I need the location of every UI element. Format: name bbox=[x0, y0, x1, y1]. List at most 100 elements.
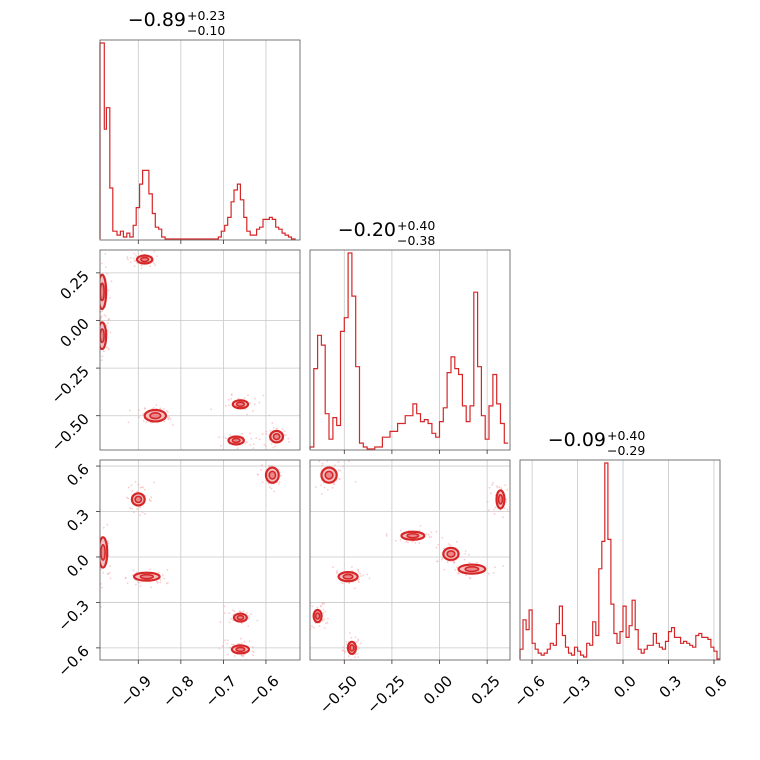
sample-point bbox=[486, 500, 489, 503]
sample-point bbox=[357, 656, 359, 658]
sample-point bbox=[500, 487, 503, 490]
sample-point bbox=[224, 437, 227, 440]
sample-point bbox=[491, 483, 493, 486]
sample-point bbox=[102, 571, 104, 574]
sample-point bbox=[357, 571, 360, 573]
sample-point bbox=[169, 418, 172, 421]
sample-point bbox=[476, 561, 478, 564]
sample-point bbox=[166, 569, 169, 571]
sample-point bbox=[334, 464, 336, 466]
sample-point bbox=[135, 255, 137, 257]
sample-point bbox=[227, 639, 229, 642]
sample-point bbox=[137, 252, 139, 255]
sample-point bbox=[454, 569, 457, 571]
sample-point bbox=[287, 437, 290, 440]
sample-point bbox=[385, 535, 388, 537]
sample-point bbox=[506, 488, 509, 491]
sample-point bbox=[261, 481, 264, 484]
sample-point bbox=[219, 621, 222, 623]
sample-point bbox=[100, 316, 102, 319]
sample-point bbox=[167, 582, 169, 584]
sample-point bbox=[244, 442, 247, 445]
sample-point bbox=[250, 437, 253, 440]
sample-point bbox=[141, 486, 143, 488]
sample-point bbox=[154, 264, 157, 267]
sample-point bbox=[129, 409, 131, 412]
sample-point bbox=[136, 508, 138, 510]
sample-point bbox=[172, 424, 174, 426]
contour-inner bbox=[235, 646, 246, 653]
sample-point bbox=[229, 646, 232, 649]
sample-point bbox=[437, 543, 440, 546]
sample-point bbox=[356, 648, 359, 651]
sample-point bbox=[435, 530, 438, 533]
sample-point bbox=[267, 482, 270, 485]
sample-point bbox=[353, 587, 356, 590]
sample-point bbox=[233, 643, 235, 646]
sample-point bbox=[250, 613, 253, 616]
sample-point bbox=[443, 547, 445, 550]
density-cluster bbox=[218, 637, 255, 660]
sample-point bbox=[101, 355, 104, 358]
sample-point bbox=[323, 486, 326, 489]
sample-point bbox=[273, 490, 276, 493]
sample-point bbox=[124, 577, 127, 580]
sample-point bbox=[98, 576, 100, 578]
sample-point bbox=[496, 485, 498, 487]
sample-point bbox=[137, 409, 140, 412]
sample-point bbox=[258, 401, 261, 404]
sample-point bbox=[252, 447, 255, 449]
sample-point bbox=[141, 511, 144, 514]
sample-point bbox=[245, 441, 248, 443]
sample-point bbox=[354, 480, 357, 483]
x-tick-label: −0.6 bbox=[244, 672, 282, 710]
sample-point bbox=[256, 473, 259, 476]
sample-point bbox=[505, 500, 508, 503]
sample-point bbox=[255, 437, 258, 440]
contour-inner bbox=[349, 644, 355, 652]
x-tick-label: −0.7 bbox=[202, 672, 240, 710]
sample-point bbox=[490, 492, 492, 495]
sample-point bbox=[168, 416, 171, 418]
sample-point bbox=[101, 586, 103, 589]
sample-point bbox=[288, 441, 290, 443]
sample-point bbox=[493, 508, 496, 511]
sample-point bbox=[342, 465, 344, 468]
sample-point bbox=[324, 610, 327, 613]
sample-point bbox=[109, 577, 112, 580]
sample-point bbox=[249, 432, 251, 435]
histogram-param-2 bbox=[309, 252, 509, 450]
sample-point bbox=[321, 603, 324, 605]
sample-point bbox=[446, 561, 449, 564]
sample-point bbox=[218, 647, 221, 650]
sample-point bbox=[242, 655, 245, 658]
x-tick-label: 0.0 bbox=[610, 672, 640, 702]
sample-point bbox=[268, 414, 271, 417]
contour-inner bbox=[235, 401, 246, 408]
sample-point bbox=[268, 464, 271, 467]
sample-point bbox=[107, 572, 110, 575]
sample-point bbox=[109, 297, 111, 299]
sample-point bbox=[262, 394, 265, 397]
sample-point bbox=[488, 486, 491, 489]
x-tick-label: −0.8 bbox=[159, 672, 197, 710]
sample-point bbox=[272, 446, 275, 449]
sample-point bbox=[320, 484, 322, 487]
sample-point bbox=[331, 486, 334, 489]
sample-point bbox=[450, 560, 453, 562]
sample-point bbox=[492, 572, 495, 574]
x-tick-label: −0.3 bbox=[556, 672, 594, 710]
sample-point bbox=[487, 572, 490, 575]
sample-point bbox=[488, 509, 490, 512]
sample-point bbox=[150, 421, 152, 424]
param-title-plus: +0.40 bbox=[607, 428, 645, 443]
sample-point bbox=[126, 582, 129, 585]
contour-inner bbox=[100, 328, 105, 344]
sample-point bbox=[337, 461, 340, 464]
contour-inner bbox=[324, 470, 334, 480]
sample-point bbox=[107, 348, 110, 351]
contour-inner bbox=[314, 612, 321, 620]
histogram-param-3 bbox=[519, 462, 720, 660]
sample-point bbox=[441, 536, 444, 539]
